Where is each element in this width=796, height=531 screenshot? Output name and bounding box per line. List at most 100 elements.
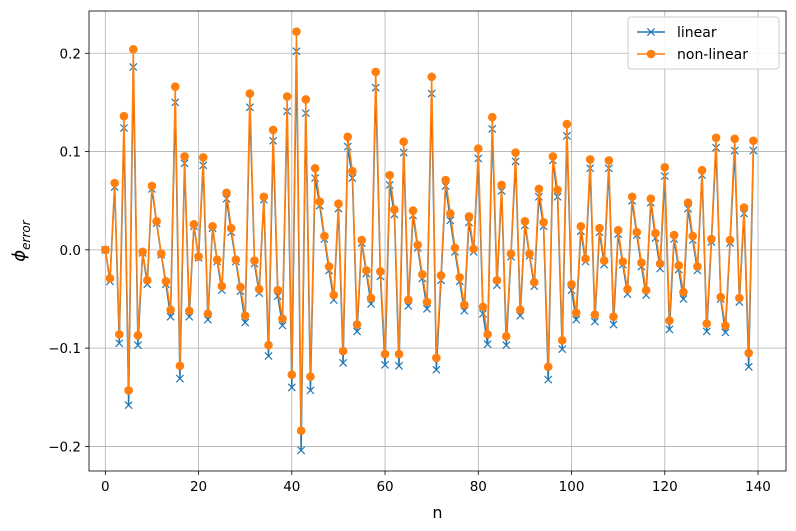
data-point-non-linear	[156, 249, 166, 259]
data-point-non-linear	[697, 165, 707, 175]
data-point-non-linear	[376, 267, 385, 276]
data-point-linear	[679, 294, 688, 304]
data-point-non-linear	[422, 297, 432, 307]
data-point-non-linear	[110, 178, 119, 188]
data-point-non-linear	[250, 256, 259, 265]
data-point-non-linear	[385, 170, 395, 180]
data-point-non-linear	[254, 284, 264, 294]
y-axis-label: ϕerror	[9, 219, 33, 261]
data-point-non-linear	[273, 285, 283, 295]
legend-marker-linear	[646, 27, 656, 37]
data-point-linear	[278, 321, 287, 330]
data-point-non-linear	[175, 361, 185, 371]
data-point-non-linear	[320, 231, 329, 241]
data-point-non-linear	[511, 148, 520, 157]
data-point-non-linear	[329, 290, 339, 300]
data-point-non-linear	[357, 235, 367, 245]
data-point-non-linear	[455, 273, 464, 282]
data-point-non-linear	[343, 132, 353, 142]
data-point-non-linear	[166, 305, 175, 315]
x-tick-labels: 0 20 40 60 80 100 120 140	[101, 479, 771, 495]
data-point-linear	[175, 374, 184, 383]
data-point-non-linear	[478, 302, 488, 312]
data-point-non-linear	[348, 166, 357, 176]
data-point-linear	[166, 312, 175, 321]
data-point-non-linear	[268, 125, 278, 135]
data-point-non-linear	[404, 295, 413, 305]
data-point-non-linear	[282, 92, 292, 101]
data-point-non-linear	[105, 274, 115, 283]
data-point-linear	[422, 304, 432, 313]
data-point-linear	[609, 320, 618, 329]
data-point-linear	[702, 327, 711, 336]
data-point-non-linear	[520, 217, 530, 226]
data-point-linear	[590, 317, 599, 326]
data-point-non-linear	[665, 316, 674, 325]
data-point-non-linear	[222, 188, 231, 198]
series-line-non-linear	[104, 30, 755, 432]
data-point-non-linear	[119, 111, 129, 121]
data-point-non-linear	[264, 340, 273, 350]
data-point-non-linear	[152, 217, 161, 226]
data-point-non-linear	[618, 257, 628, 266]
x-axis-label: n	[432, 503, 442, 522]
data-point-non-linear	[240, 311, 250, 321]
axes-frame	[88, 10, 787, 472]
x-tick-label: 120	[652, 479, 678, 495]
x-tick-label: 100	[559, 479, 585, 495]
legend-label-linear: linear	[677, 25, 717, 41]
data-point-non-linear	[259, 192, 269, 202]
data-point-non-linear	[497, 180, 506, 190]
data-point-non-linear	[390, 205, 399, 214]
data-point-non-linear	[226, 223, 236, 233]
data-point-non-linear	[473, 144, 483, 153]
data-point-non-linear	[189, 219, 199, 229]
legend-marker-non-linear	[646, 49, 656, 59]
data-point-non-linear	[161, 276, 171, 286]
data-point-linear	[287, 383, 296, 392]
legend-label-non-linear: non-linear	[677, 47, 748, 63]
legend-box	[627, 16, 780, 70]
data-point-non-linear	[646, 194, 656, 204]
data-point-non-linear	[194, 252, 203, 262]
data-point-non-linear	[567, 279, 576, 289]
data-point-linear	[483, 340, 492, 349]
data-point-non-linear	[590, 310, 600, 320]
data-point-non-linear	[553, 185, 562, 195]
y-axis-label-subscript: error	[19, 219, 33, 250]
data-point-non-linear	[306, 372, 315, 381]
data-point-non-linear	[315, 197, 325, 206]
data-point-non-linear	[352, 320, 362, 329]
data-point-non-linear	[334, 199, 343, 208]
data-point-non-linear	[637, 258, 646, 267]
data-point-non-linear	[623, 284, 632, 294]
data-point-non-linear	[128, 45, 138, 54]
data-point-non-linear	[133, 331, 143, 340]
data-point-non-linear	[487, 112, 497, 122]
data-point-non-linear	[441, 175, 450, 185]
data-point-non-linear	[744, 348, 754, 358]
data-point-non-linear	[702, 319, 712, 328]
y-tick-label: 0.2	[60, 46, 81, 62]
y-tick-label: −0.1	[48, 341, 81, 357]
data-point-non-linear	[324, 262, 334, 271]
data-point-non-linear	[427, 72, 436, 82]
data-point-linear	[572, 315, 581, 324]
data-point-non-linear	[585, 155, 595, 164]
axis-ticks	[85, 52, 759, 475]
data-point-non-linear	[595, 223, 604, 233]
data-point-non-linear	[217, 281, 227, 291]
data-point-non-linear	[371, 67, 381, 77]
y-tick-labels: −0.2 −0.1 0.0 0.1 0.2	[48, 46, 81, 455]
data-point-non-linear	[170, 82, 180, 91]
data-point-non-linear	[380, 349, 390, 359]
y-tick-label: −0.2	[48, 439, 81, 455]
x-tick-label: 40	[283, 479, 300, 495]
data-point-non-linear	[716, 292, 726, 302]
data-point-non-linear	[604, 156, 614, 165]
data-point-non-linear	[245, 89, 255, 98]
data-point-non-linear	[515, 305, 525, 315]
data-point-non-linear	[236, 282, 245, 292]
data-point-non-linear	[730, 134, 740, 144]
data-point-non-linear	[562, 119, 572, 129]
